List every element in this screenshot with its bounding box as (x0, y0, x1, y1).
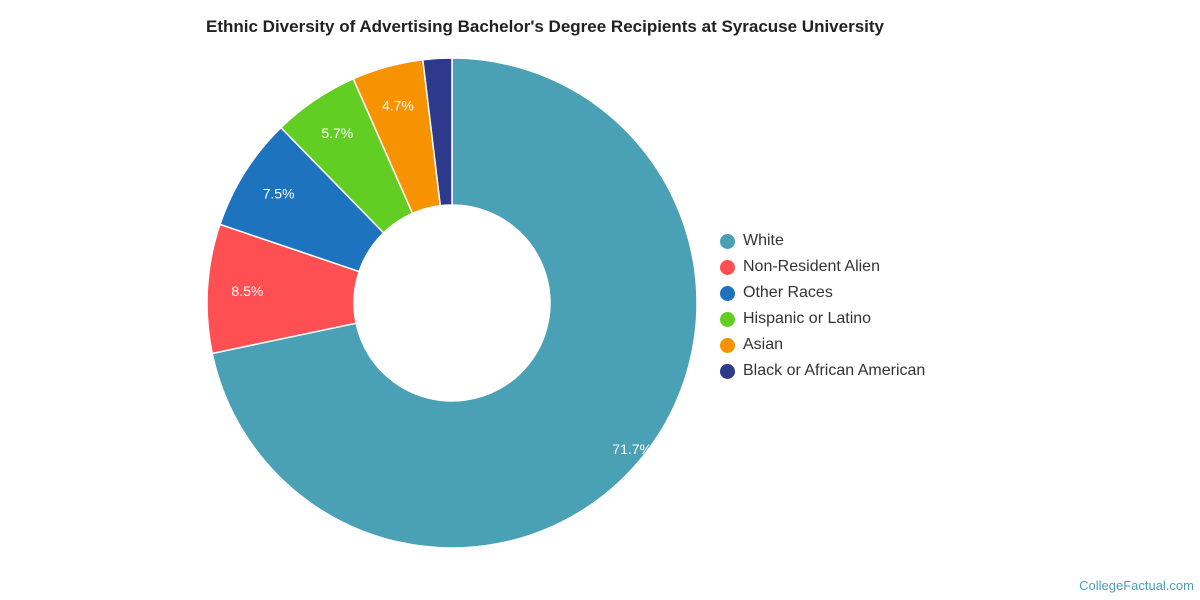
legend-label: White (743, 232, 784, 249)
donut-slices (206, 57, 698, 549)
legend-label: Hispanic or Latino (743, 310, 872, 327)
legend-label: Other Races (743, 284, 833, 301)
legend-item-hispanic-or-latino[interactable]: Hispanic or Latino (720, 306, 925, 332)
slice-label-hispanic-or-latino: 5.7% (321, 125, 353, 141)
legend-swatch-icon (720, 233, 735, 249)
legend-item-asian[interactable]: Asian (720, 332, 925, 358)
legend-swatch-icon (720, 363, 735, 379)
legend-swatch-icon (720, 259, 735, 275)
slice-label-white: 71.7% (612, 441, 652, 457)
legend: White Non-Resident Alien Other Races Hispan… (720, 228, 925, 384)
slice-black-or-african-american (421, 57, 453, 207)
legend-item-other-races[interactable]: Other Races (720, 280, 925, 306)
legend-swatch-icon (720, 311, 735, 327)
slice-label-non-resident-alien: 8.5% (231, 283, 263, 299)
legend-item-white[interactable]: White (720, 228, 925, 254)
donut-labels: 71.7% 8.5% 7.5% 5.7% 4.7% (231, 97, 652, 457)
chart-title: Ethnic Diversity of Advertising Bachelor… (206, 17, 884, 36)
watermark: CollegeFactual.com (1079, 578, 1194, 593)
slice-white (211, 57, 698, 549)
legend-swatch-icon (720, 285, 735, 301)
slice-label-other-races: 7.5% (263, 186, 295, 202)
legend-label: Asian (743, 336, 784, 353)
legend-item-non-resident-alien[interactable]: Non-Resident Alien (720, 254, 925, 280)
slice-label-asian: 4.7% (382, 97, 414, 113)
legend-label: Non-Resident Alien (743, 258, 880, 275)
legend-swatch-icon (720, 337, 735, 353)
legend-label: Black or African American (743, 362, 926, 379)
legend-item-black-or-african-american[interactable]: Black or African American (720, 358, 925, 384)
